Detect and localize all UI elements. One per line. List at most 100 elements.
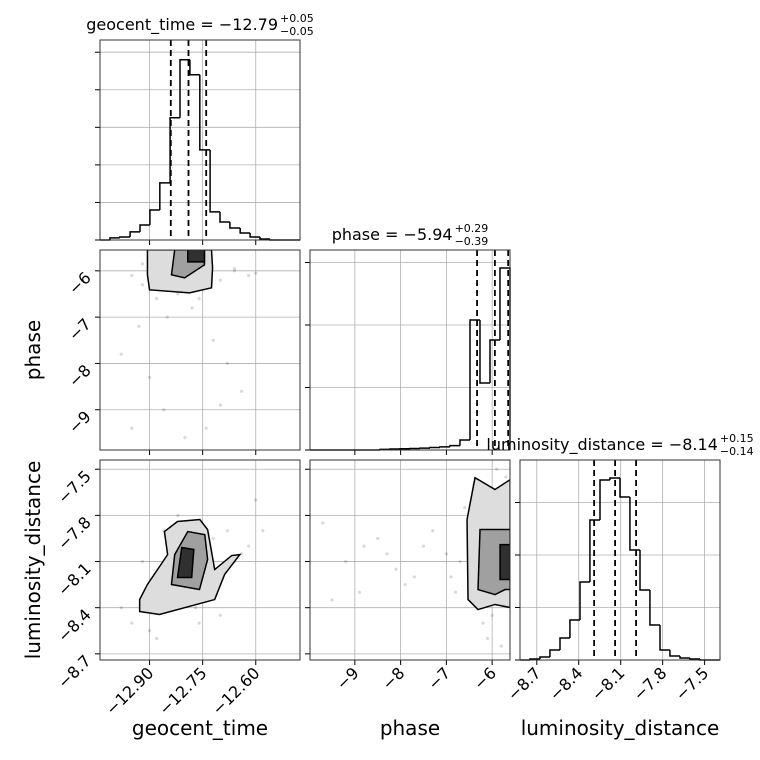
scatter-point — [504, 475, 508, 479]
panel: −6 −7 −8 −9 phase — [21, 249, 301, 455]
histogram-bin — [659, 625, 670, 651]
panel: phase = −5.94 +0.29−0.39 — [305, 222, 511, 455]
scatter-point — [211, 536, 215, 541]
contour — [176, 546, 195, 579]
scatter-point — [147, 375, 152, 379]
plot-area — [119, 250, 258, 440]
scatter-point — [165, 315, 169, 319]
scatter-point — [140, 262, 145, 266]
x-axis-label: luminosity_distance — [521, 716, 720, 740]
scatter-point — [232, 269, 237, 273]
title-lower-error: −0.05 — [280, 25, 314, 38]
y-axis-label: phase — [21, 320, 45, 380]
scatter-point — [321, 521, 325, 525]
histogram-bin — [149, 209, 160, 225]
contour — [187, 250, 206, 263]
histogram-bin — [609, 477, 620, 481]
scatter-point — [130, 621, 134, 625]
panel: geocent_time = −12.79 +0.05−0.05 — [86, 12, 314, 245]
panel-frame — [99, 249, 301, 451]
scatter-point — [403, 583, 407, 587]
y-tick-label: −7 — [65, 315, 95, 345]
scatter-point — [344, 559, 348, 564]
histogram-bin — [219, 211, 230, 223]
scatter-point — [119, 352, 123, 356]
histogram-bin — [469, 319, 480, 440]
scatter-point — [421, 544, 426, 548]
scatter-point — [412, 575, 416, 579]
scatter-point — [140, 559, 145, 564]
histogram-bin — [489, 339, 500, 383]
title-upper-error: +0.15 — [720, 432, 754, 445]
x-tick-label: −9 — [333, 663, 363, 693]
x-tick-label: −8.1 — [588, 663, 629, 704]
title-upper-error: +0.29 — [455, 222, 489, 235]
histogram-bin — [569, 619, 580, 638]
scatter-point — [362, 544, 366, 548]
histogram-bin — [459, 439, 470, 446]
x-axis-label: phase — [380, 716, 440, 740]
panel: −9 −8 −7 −6 phase — [305, 459, 511, 740]
title-lower-error: −0.14 — [720, 445, 754, 458]
histogram-bin — [649, 589, 660, 626]
scatter-point — [495, 467, 499, 471]
scatter-point — [490, 613, 494, 617]
histogram-bin — [159, 182, 171, 210]
scatter-point — [193, 606, 198, 610]
scatter-point — [155, 636, 159, 641]
panel-frame — [99, 39, 301, 241]
plot-area — [321, 467, 510, 648]
x-tick-label: −6 — [470, 663, 500, 693]
y-tick-label: −9 — [65, 407, 95, 437]
scatter-point — [449, 575, 453, 579]
histogram-bin — [229, 221, 241, 229]
histogram-bin — [199, 74, 211, 151]
scatter-point — [239, 389, 244, 393]
histogram-bin — [579, 581, 590, 620]
scatter-point — [119, 606, 123, 610]
x-tick-label: −7.5 — [672, 663, 713, 704]
title-upper-error: +0.05 — [280, 12, 314, 25]
y-tick-label: −8.1 — [54, 559, 95, 600]
scatter-point — [431, 529, 435, 533]
x-tick-label: −8.7 — [504, 663, 545, 704]
scatter-point — [155, 297, 159, 301]
scatter-point — [254, 271, 258, 275]
scatter-point — [458, 559, 462, 564]
scatter-point — [176, 513, 180, 517]
histogram-bin — [189, 59, 200, 76]
histogram-bin — [679, 656, 690, 659]
histogram-bin — [119, 236, 131, 238]
scatter-point — [137, 324, 141, 328]
histogram-bin — [109, 237, 120, 240]
scatter-point — [197, 621, 201, 625]
histogram-bin — [619, 478, 630, 498]
histogram-bin — [689, 658, 700, 660]
histogram-bin — [669, 650, 680, 657]
scatter-point — [225, 529, 230, 533]
scatter-point — [394, 567, 398, 571]
scatter-point — [444, 552, 448, 556]
histogram-bin — [629, 497, 640, 551]
y-tick-label: −7.8 — [54, 513, 95, 554]
y-tick-label: −8.7 — [54, 651, 95, 692]
plot-area — [119, 498, 265, 641]
scatter-point — [481, 621, 485, 625]
x-axis-label: geocent_time — [132, 716, 268, 740]
y-axis-label: luminosity_distance — [21, 461, 45, 660]
scatter-point — [197, 297, 201, 301]
scatter-point — [162, 408, 166, 412]
scatter-point — [225, 361, 230, 366]
scatter-point — [261, 529, 265, 533]
panel: −12.90−12.75−12.60 −7.5 −7.8 −8.1 −8.4 −8.7 ge… — [21, 459, 301, 740]
histogram-bin — [249, 233, 260, 238]
histogram-bin — [209, 149, 220, 213]
histogram-bin — [259, 236, 270, 240]
scatter-point — [239, 552, 244, 556]
scatter-point — [247, 273, 251, 278]
panel-title: phase = −5.94 — [332, 225, 453, 244]
scatter-point — [254, 498, 258, 502]
histogram-bin — [439, 446, 450, 448]
x-tick-label: −12.60 — [208, 663, 263, 718]
